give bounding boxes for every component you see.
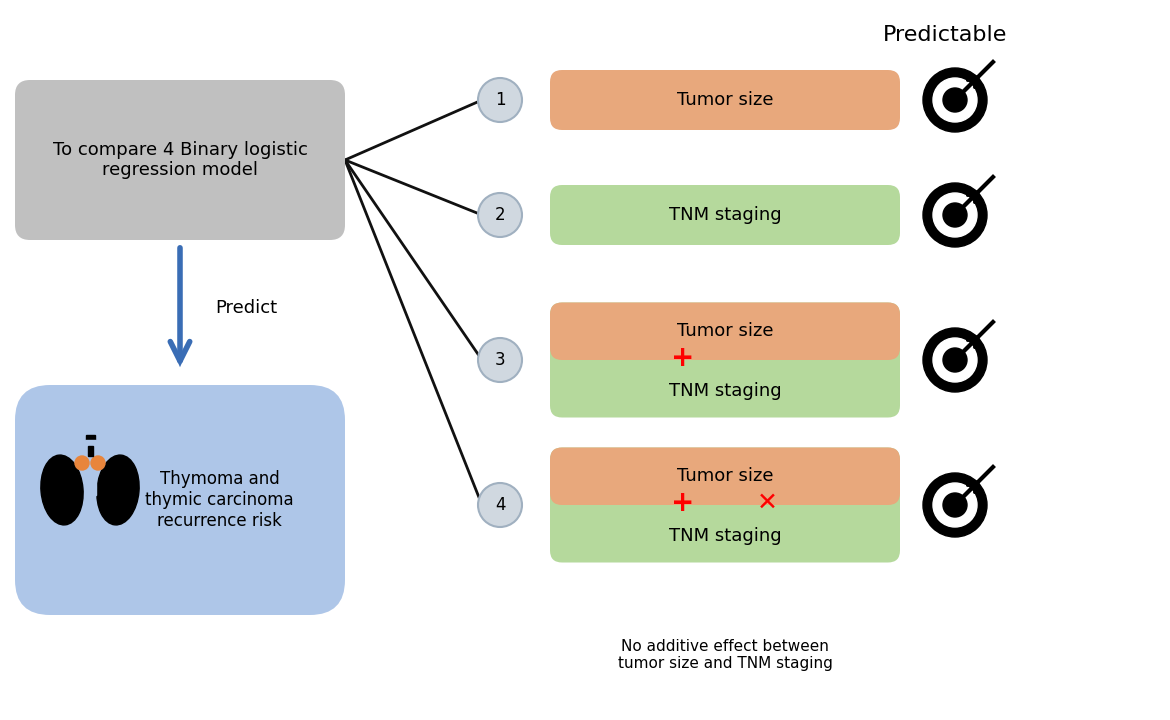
Circle shape	[479, 78, 522, 122]
Text: 4: 4	[495, 496, 505, 514]
Circle shape	[75, 456, 89, 470]
Text: Thymoma and
thymic carcinoma
recurrence risk: Thymoma and thymic carcinoma recurrence …	[145, 470, 294, 530]
Text: ✕: ✕	[757, 491, 778, 515]
Text: Predictable: Predictable	[883, 25, 1007, 45]
Text: No additive effect between
tumor size and TNM staging: No additive effect between tumor size an…	[618, 639, 832, 671]
Circle shape	[932, 78, 977, 122]
Circle shape	[932, 483, 977, 527]
Text: Predict: Predict	[215, 299, 277, 317]
Circle shape	[91, 456, 105, 470]
Text: Tumor size: Tumor size	[676, 91, 773, 109]
Circle shape	[479, 483, 522, 527]
Circle shape	[923, 328, 987, 392]
Text: Tumor size: Tumor size	[676, 323, 773, 341]
FancyBboxPatch shape	[550, 302, 900, 360]
FancyBboxPatch shape	[15, 80, 345, 240]
FancyBboxPatch shape	[550, 185, 900, 245]
Ellipse shape	[97, 455, 139, 525]
FancyBboxPatch shape	[550, 302, 900, 418]
Text: +: +	[672, 344, 695, 372]
Ellipse shape	[41, 455, 83, 525]
Bar	[84, 440, 96, 495]
FancyBboxPatch shape	[550, 448, 900, 505]
FancyBboxPatch shape	[15, 385, 345, 615]
Text: To compare 4 Binary logistic
regression model: To compare 4 Binary logistic regression …	[53, 140, 308, 179]
Text: 3: 3	[495, 351, 505, 369]
Circle shape	[923, 68, 987, 132]
Text: TNM staging: TNM staging	[669, 527, 782, 545]
Text: TNM staging: TNM staging	[669, 206, 782, 224]
Circle shape	[943, 348, 966, 372]
Text: TNM staging: TNM staging	[669, 382, 782, 400]
Circle shape	[932, 193, 977, 237]
Circle shape	[923, 183, 987, 247]
Circle shape	[943, 88, 966, 112]
Text: +: +	[672, 489, 695, 517]
Text: Tumor size: Tumor size	[676, 467, 773, 485]
FancyBboxPatch shape	[550, 448, 900, 562]
Text: 1: 1	[495, 91, 505, 109]
Text: 2: 2	[495, 206, 505, 224]
Circle shape	[932, 338, 977, 382]
Circle shape	[943, 203, 966, 227]
Bar	[85, 435, 95, 457]
Bar	[88, 446, 92, 456]
Circle shape	[479, 193, 522, 237]
Circle shape	[943, 493, 966, 517]
Circle shape	[479, 338, 522, 382]
Circle shape	[923, 473, 987, 537]
FancyBboxPatch shape	[550, 70, 900, 130]
